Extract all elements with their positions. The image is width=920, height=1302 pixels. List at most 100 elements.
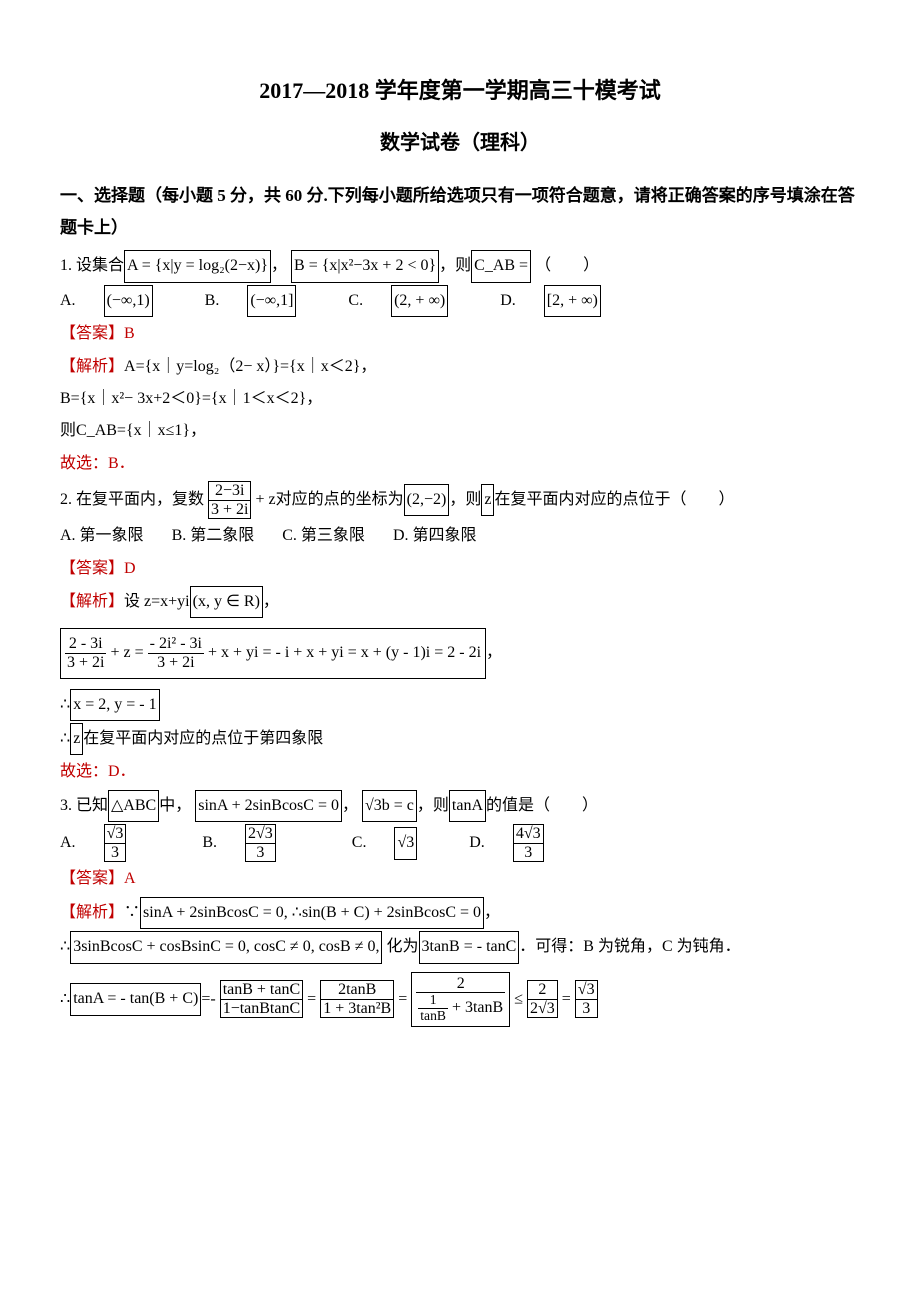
section-1-heading: 一、选择题（每小题 5 分，共 60 分.下列每小题所给选项只有一项符合题意，请… (60, 180, 860, 245)
q2-sol4a: ∴ (60, 730, 70, 747)
q3-sol2-box2: 3tanB = - tanC (419, 931, 520, 963)
q3-answer: 【答案】A (60, 864, 860, 894)
q3-sol1c: ， (484, 904, 500, 921)
q2-sol1-box: (x, y ∈ R) (190, 586, 263, 618)
q3-lead: 3. 已知 (60, 797, 108, 814)
q3-mid1: 中， (159, 797, 191, 814)
q1-lead: 1. 设集合 (60, 257, 124, 274)
q3-sol2b: 化为 (386, 938, 418, 955)
q3-optA-frac: √33 (104, 824, 151, 862)
q1-sol-3: 则C_AB={x｜x≤1}， (60, 416, 860, 446)
q2-mid1: + z (251, 491, 275, 508)
q2-sol3a: ∴ (60, 696, 70, 713)
q3-fin-f1: tanB + tanC1−tanBtanC (220, 980, 303, 1018)
q1-optA-pre: A. (60, 292, 80, 309)
q1-optB-box: (−∞,1] (247, 285, 296, 317)
q3-tail: 的值是（ ） (486, 797, 598, 814)
q3-fin-eq1: =- (201, 990, 215, 1007)
q2-sol1a: 【解析】 (60, 593, 124, 610)
q3-mid3: ，则 (417, 797, 449, 814)
q1-optD-box: [2, + ∞) (544, 285, 601, 317)
q3-fin-eq3: = (398, 990, 407, 1007)
q2-sol-4: ∴z在复平面内对应的点位于第四象限 (60, 723, 860, 755)
q1-mid1: ， (271, 257, 287, 274)
q3-fin-f2: 2tanB1 + 3tan²B (320, 980, 394, 1018)
q1-sol-2: B={x｜x²− 3x+2＜0}={x｜1＜x＜2}， (60, 384, 860, 414)
q3-fin-eq2: = (307, 990, 316, 1007)
q3-sol1b: ∵ (124, 904, 140, 921)
q3-optB-pre: B. (202, 834, 221, 851)
q3-optC-pre: C. (352, 834, 371, 851)
q1-cab-box: C_AB = (471, 250, 531, 282)
q3-sol1a: 【解析】 (60, 904, 124, 921)
q1-options: A. (−∞,1) B. (−∞,1] C. (2, + ∞) D. [2, +… (60, 285, 860, 317)
q1-optB-pre: B. (205, 292, 224, 309)
q2-eq-tail: ， (486, 644, 502, 661)
q2-point-box: (2,−2) (404, 484, 450, 516)
q2-sol4b: 在复平面内对应的点位于第四象限 (83, 730, 323, 747)
q3-sol-1: 【解析】∵sinA + 2sinBcosC = 0, ∴sin(B + C) +… (60, 897, 860, 929)
q2-mid3: ，则 (449, 491, 481, 508)
q2-eq-box: 2 - 3i3 + 2i + z = - 2i² - 3i3 + 2i + x … (60, 628, 486, 678)
q3-abc-box: △ABC (108, 790, 159, 822)
q3-sol2c: ．可得：B 为锐角，C 为钝角． (519, 938, 740, 955)
q2-sol-5: 故选：D． (60, 757, 860, 787)
q2-optA: A. 第一象限 (60, 527, 144, 544)
q2-stem: 2. 在复平面内，复数 2−3i 3 + 2i + z对应的点的坐标为(2,−2… (60, 481, 860, 519)
q3-optB-frac: 2√33 (245, 824, 300, 862)
q3-cond1-box: sinA + 2sinBcosC = 0 (195, 790, 342, 822)
q1-stem: 1. 设集合A = {x|y = log₂(2−x)}， B = {x|x²−3… (60, 250, 860, 282)
q1-sol3a: 则 (60, 422, 76, 439)
q2-optB: B. 第二象限 (172, 527, 255, 544)
q3-fin-f3: 2 1tanB + 3tanB (411, 972, 510, 1028)
q1-sol-1: 【解析】A={x｜y=log₂（2− x）}={x｜x＜2}， (60, 352, 860, 382)
q3-fin-f5: √33 (575, 980, 598, 1018)
q3-fin-eq5: = (562, 990, 571, 1007)
page-title-2: 数学试卷（理科） (60, 124, 860, 162)
q3-optD-pre: D. (469, 834, 489, 851)
q1-mid2: ，则 (439, 257, 471, 274)
q3-optC-box: √3 (394, 827, 417, 859)
q2-frac-num: 2−3i (208, 481, 251, 501)
q1-sol-4: 故选：B． (60, 449, 860, 479)
q3-cond2-box: √3b = c (362, 790, 417, 822)
q2-sol3-box: x = 2, y = - 1 (70, 689, 159, 721)
q1-setA-box: A = {x|y = log₂(2−x)} (124, 250, 271, 282)
q2-sol-3: ∴x = 2, y = - 1 (60, 689, 860, 721)
q3-optD-frac: 4√33 (513, 824, 568, 862)
q3-sol1-box: sinA + 2sinBcosC = 0, ∴sin(B + C) + 2sin… (140, 897, 484, 929)
q2-sol-eq: 2 - 3i3 + 2i + z = - 2i² - 3i3 + 2i + x … (60, 628, 860, 678)
q1-tail: （ ） (535, 257, 599, 274)
q3-optA-pre: A. (60, 834, 80, 851)
q3-sol2-box1: 3sinBcosC + cosBsinC = 0, cosC ≠ 0, cosB… (70, 931, 382, 963)
q1-optC-pre: C. (348, 292, 367, 309)
q2-eq-f2: - 2i² - 3i3 + 2i (148, 635, 204, 671)
q2-sol1c: ， (263, 593, 279, 610)
q2-options: A. 第一象限 B. 第二象限 C. 第三象限 D. 第四象限 (60, 521, 860, 551)
q2-lead: 2. 在复平面内，复数 (60, 491, 204, 508)
q3-fin-box1: tanA = - tan(B + C) (70, 983, 201, 1015)
q1-sol1a: 【解析】 (60, 358, 124, 375)
q1-optA-box: (−∞,1) (104, 285, 153, 317)
q2-answer: 【答案】D (60, 554, 860, 584)
q3-fin-a: ∴ (60, 990, 70, 1007)
q1-optD-pre: D. (500, 292, 520, 309)
q3-sol2a: ∴ (60, 938, 70, 955)
page-title-1: 2017—2018 学年度第一学期高三十模考试 (60, 70, 860, 112)
q1-answer: 【答案】B (60, 319, 860, 349)
q2-optD: D. 第四象限 (393, 527, 477, 544)
q2-sol4-box: z (70, 723, 83, 755)
q3-tanA-box: tanA (449, 790, 486, 822)
q3-stem: 3. 已知△ABC中， sinA + 2sinBcosC = 0， √3b = … (60, 790, 860, 822)
q2-sol1b: 设 z=x+yi (124, 593, 190, 610)
q2-frac-den: 3 + 2i (208, 501, 251, 520)
q2-frac: 2−3i 3 + 2i (208, 481, 251, 519)
q1-sol3b: C_AB={x｜x≤1}， (76, 422, 206, 439)
q2-mid2: 对应的点的坐标为 (276, 491, 404, 508)
q3-options: A. √33 B. 2√33 C. √3 D. 4√33 (60, 824, 860, 862)
q2-sol-1: 【解析】设 z=x+yi(x, y ∈ R)， (60, 586, 860, 618)
q1-setB-box: B = {x|x²−3x + 2 < 0} (291, 250, 439, 282)
q2-tail: 在复平面内对应的点位于（ ） (494, 491, 734, 508)
q2-eq-f1: 2 - 3i3 + 2i (65, 635, 106, 671)
q3-final: ∴tanA = - tan(B + C)=- tanB + tanC1−tanB… (60, 972, 860, 1028)
